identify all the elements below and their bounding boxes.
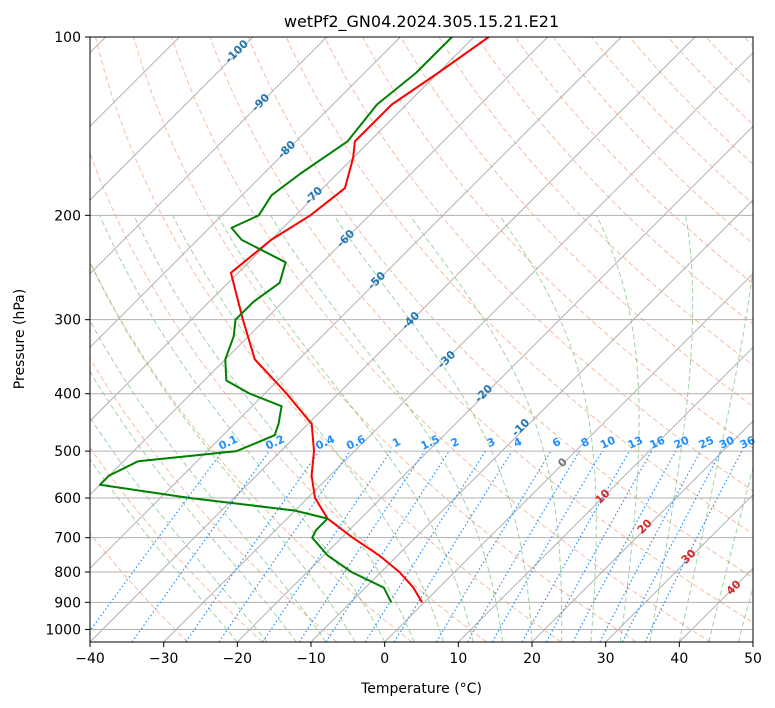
dry-adiabat-line: [95, 37, 562, 642]
dry-adiabat-line: [90, 261, 413, 642]
isotherm-line: [90, 37, 475, 422]
moist-adiabat-line: [90, 260, 356, 642]
moist-adiabat-line: [409, 215, 563, 642]
moist-adiabat-line: [708, 466, 753, 642]
plot-frame: [89, 36, 754, 643]
dry-adiabat-line: [171, 37, 711, 642]
mixing-ratio-line: [185, 450, 320, 642]
x-tick-label: 40: [670, 651, 688, 667]
x-tick-label: −30: [149, 651, 179, 667]
mixing-ratio-label: 20: [672, 433, 692, 451]
mixing-ratio-label: 16: [648, 433, 668, 451]
mixing-ratio-line: [466, 450, 580, 642]
y-tick-label: 800: [54, 565, 81, 581]
mixing-ratio-line: [325, 450, 450, 642]
y-tick-label: 200: [54, 208, 81, 224]
dry-adiabat-line: [438, 37, 753, 366]
background-lines: [90, 37, 753, 642]
mixing-ratio-line: [521, 450, 631, 642]
dry-adiabat-line: [285, 37, 753, 535]
isotherm-line: [90, 37, 401, 349]
moist-adiabat-line: [172, 215, 445, 642]
chart-title: wetPf2_GN04.2024.305.15.21.E21: [284, 12, 559, 32]
mixing-ratio-label: 10: [598, 433, 618, 451]
mixing-ratio-label: 25: [697, 434, 716, 452]
y-tick-label: 900: [54, 595, 81, 611]
x-tick-label: −20: [223, 651, 253, 667]
x-axis-label: Temperature (°C): [360, 681, 482, 697]
mixing-ratio-line: [90, 450, 223, 632]
mixing-ratio-line: [218, 450, 351, 642]
plot-area: [90, 37, 753, 642]
x-tick-label: −10: [296, 651, 326, 667]
moist-adiabat-line: [270, 215, 503, 642]
dry-adiabat-line: [400, 37, 753, 407]
moist-adiabat-line: [90, 319, 327, 642]
moist-adiabat-line: [90, 370, 297, 642]
moist-adiabat-line: [678, 265, 753, 642]
dry-adiabat-line: [90, 532, 189, 642]
x-tick-label: 20: [523, 651, 541, 667]
dry-adiabat-line: [476, 37, 753, 325]
x-tick-label: 0: [380, 651, 389, 667]
mixing-ratio-line: [393, 450, 513, 642]
dry-adiabat-line: [133, 37, 637, 642]
isotherm-line: [90, 37, 622, 570]
moist-adiabat-line: [99, 215, 386, 642]
isotherm-line: [163, 51, 753, 642]
y-axis: 1000 900 800 700 600 500 400 300 200 100: [45, 30, 90, 638]
moist-adiabat-line: [499, 215, 597, 642]
y-tick-label: 400: [54, 387, 81, 403]
y-axis-label: Pressure (hPa): [12, 289, 28, 389]
x-tick-label: −40: [75, 651, 105, 667]
y-tick-label: 700: [54, 531, 81, 547]
isotherm-line: [384, 272, 753, 642]
mixing-ratio-line: [364, 450, 486, 642]
temperature-profile-line: [229, 37, 490, 603]
isotherm-line: [90, 37, 254, 201]
y-tick-label: 500: [54, 444, 81, 460]
profiles: [98, 37, 490, 603]
mixing-ratio-line: [572, 450, 677, 642]
mixing-ratio-line: [491, 450, 603, 642]
dry-adiabat-line: [591, 37, 753, 205]
x-tick-label: 30: [597, 651, 615, 667]
isotherm-line: [531, 420, 753, 642]
isotherm-line: [90, 37, 696, 642]
dry-adiabat-line: [209, 37, 753, 623]
moist-adiabat-line: [90, 458, 238, 642]
isotherm-line: [90, 37, 328, 275]
dry-adiabat-line: [247, 37, 753, 579]
isotherm-line: [605, 493, 753, 642]
y-tick-label: 100: [54, 30, 81, 46]
y-tick-label: 600: [54, 491, 81, 507]
isotherm-line: [457, 346, 753, 642]
dry-adiabat-line: [90, 357, 338, 642]
dewpoint-profile-line: [98, 37, 453, 603]
moist-adiabat-line: [649, 215, 694, 642]
y-tick-label: 300: [54, 313, 81, 329]
y-tick-label: 1000: [45, 622, 81, 638]
mixing-ratio-label: 30: [717, 433, 737, 451]
isotherm-line: [236, 125, 753, 642]
moist-adiabat-line: [595, 215, 640, 642]
mixing-ratio-line: [545, 450, 653, 642]
mixing-ratio-line: [131, 450, 270, 642]
dry-adiabat-line: [90, 152, 487, 642]
moist-adiabat-line: [133, 215, 415, 642]
dry-adiabat-line: [323, 37, 753, 492]
isotherm-line: [310, 199, 753, 642]
isotherm-line: [90, 37, 549, 496]
mixing-ratio-line: [435, 450, 552, 642]
x-tick-label: 10: [449, 651, 467, 667]
x-tick-label: 50: [744, 651, 762, 667]
x-axis: −40 −30 −20 −10 0 10 20 30 40 50: [75, 642, 762, 667]
mixing-ratio-label: 13: [626, 434, 645, 452]
moist-adiabat-line: [90, 416, 268, 642]
